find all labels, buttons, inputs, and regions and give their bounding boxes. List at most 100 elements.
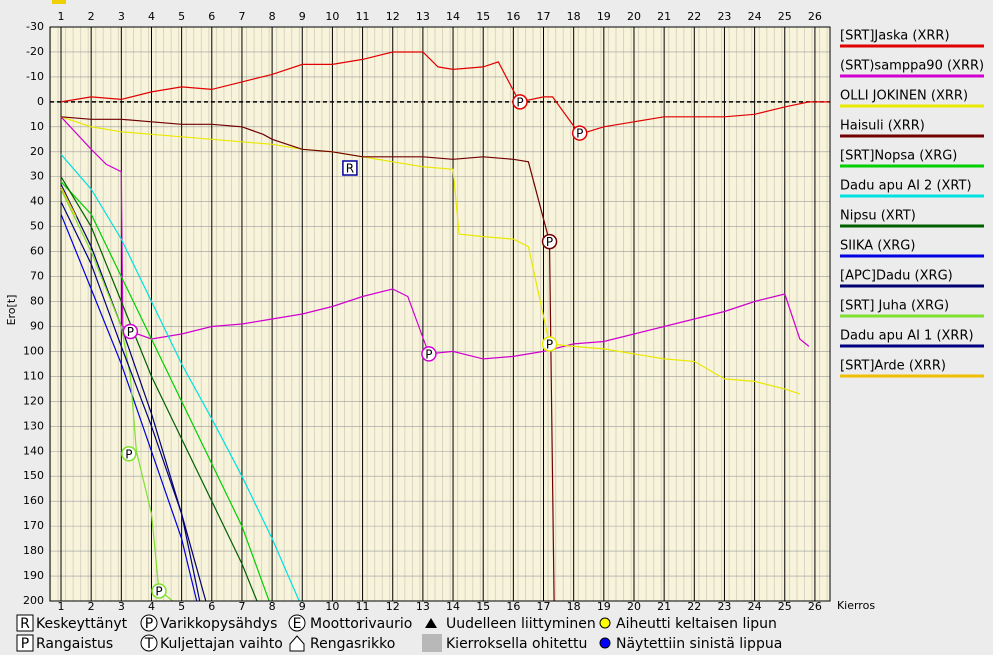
y-tick-label: 0	[37, 95, 44, 108]
y-tick-label: 180	[23, 544, 44, 557]
legend-label: Nipsu (XRT)	[840, 209, 916, 224]
key-icon	[140, 614, 158, 632]
marker	[571, 125, 588, 141]
key-symbol: R	[20, 616, 30, 632]
key-label: Rangaistus	[36, 636, 113, 652]
marker	[541, 336, 558, 352]
key-label: Rengasrikko	[310, 636, 395, 652]
x-tick-label: 9	[299, 600, 306, 613]
x-tick-label: 16	[506, 10, 520, 23]
y-tick-label: 150	[23, 469, 44, 482]
marker	[541, 233, 558, 250]
x-tick-label: 21	[657, 10, 671, 23]
marker	[512, 94, 528, 110]
x-tick-label: 6	[208, 10, 215, 23]
x-tick-label: 23	[717, 600, 731, 613]
x-tick-label: 3	[118, 10, 125, 23]
x-tick-label: 8	[269, 600, 276, 613]
x-tick-label: 25	[778, 600, 792, 613]
series-line	[60, 153, 300, 601]
x-tick-label: 18	[567, 10, 581, 23]
x-axis-label: Kierros	[837, 599, 875, 612]
x-tick-label: 15	[476, 10, 490, 23]
x-tick-label: 21	[657, 600, 671, 613]
corner-tab	[52, 0, 66, 4]
y-tick-label: 170	[23, 519, 44, 532]
plot-frame	[49, 26, 831, 602]
y-tick-label: 110	[23, 369, 44, 382]
x-tick-label: 20	[627, 600, 641, 613]
y-tick-label: 90	[30, 319, 44, 332]
legend-label: SIIKA (XRG)	[840, 239, 915, 254]
y-tick-label: 120	[23, 394, 44, 407]
x-tick-label: 14	[446, 10, 460, 23]
key-icon	[140, 634, 158, 652]
marker-label: P	[576, 127, 583, 141]
key-icon	[422, 634, 442, 652]
x-tick-label: 13	[416, 10, 430, 23]
x-tick-label: 1	[58, 10, 65, 23]
x-tick-label: 26	[808, 10, 822, 23]
marker-label: R	[346, 162, 354, 176]
marker	[122, 323, 139, 340]
y-tick-label: -10	[26, 70, 44, 83]
series-line	[60, 176, 258, 601]
legend-label: Haisuli (XRR)	[840, 119, 925, 134]
x-tick-label: 13	[416, 600, 430, 613]
key-icon	[599, 637, 611, 649]
x-tick-label: 16	[506, 600, 520, 613]
x-tick-label: 11	[356, 10, 370, 23]
y-tick-label: 140	[23, 444, 44, 457]
x-tick-label: 8	[269, 10, 276, 23]
x-tick-label: 17	[537, 600, 551, 613]
marker	[342, 160, 358, 176]
y-tick-label: 20	[30, 145, 44, 158]
y-tick-label: 10	[30, 120, 44, 133]
key-icon	[288, 614, 306, 632]
legend-label: [SRT]Arde (XRR)	[840, 359, 946, 374]
x-tick-label: 15	[476, 600, 490, 613]
series-line	[60, 181, 270, 601]
x-tick-label: 19	[597, 600, 611, 613]
x-tick-label: 6	[208, 600, 215, 613]
series-line	[60, 186, 77, 217]
minor-grid	[50, 27, 830, 601]
event-markers: R P P P P P P P P	[121, 94, 588, 599]
legend-label: [SRT]Jaska (XRR)	[840, 29, 950, 44]
key-label: Kuljettajan vaihto	[160, 636, 283, 652]
x-tick-label: 14	[446, 600, 460, 613]
marker	[421, 346, 437, 362]
legend-label: Dadu apu AI 1 (XRR)	[840, 329, 974, 344]
y-tick-label: -20	[26, 45, 44, 58]
key-label: Näytettiin sinistä lippua	[616, 636, 782, 652]
y-tick-label: 30	[30, 170, 44, 183]
key-label: Varikkopysähdys	[160, 616, 277, 632]
key-icon	[16, 634, 34, 652]
series-line	[60, 51, 830, 136]
marker	[121, 446, 137, 462]
key-icon	[289, 635, 305, 652]
legend-label: Dadu apu AI 2 (XRT)	[840, 179, 972, 194]
y-tick-label: 160	[23, 494, 44, 507]
legend: [SRT]Jaska (XRR) (SRT)samppa90 (XRR) OLLI …	[840, 29, 984, 378]
marker-label: P	[125, 447, 132, 461]
x-tick-label: 1	[58, 600, 65, 613]
series-line	[60, 201, 201, 601]
x-tick-label: 7	[238, 10, 245, 23]
y-tick-label: 70	[30, 270, 44, 283]
y-tick-label: 60	[30, 245, 44, 258]
key-label: Kierroksella ohitettu	[446, 636, 587, 652]
legend-label: [SRT] Juha (XRG)	[840, 299, 949, 314]
x-tick-label: 12	[386, 10, 400, 23]
series-line	[60, 183, 207, 601]
x-tick-label: 2	[88, 600, 95, 613]
x-tick-label: 26	[808, 600, 822, 613]
x-tick-label: 10	[325, 10, 339, 23]
x-tick-label: 17	[537, 10, 551, 23]
y-axis-label: Ero[t]	[5, 295, 18, 326]
key-label: Moottorivaurio	[310, 616, 412, 632]
marker-label: P	[516, 95, 523, 109]
marker-label: P	[155, 585, 162, 599]
x-tick-label: 19	[597, 10, 611, 23]
